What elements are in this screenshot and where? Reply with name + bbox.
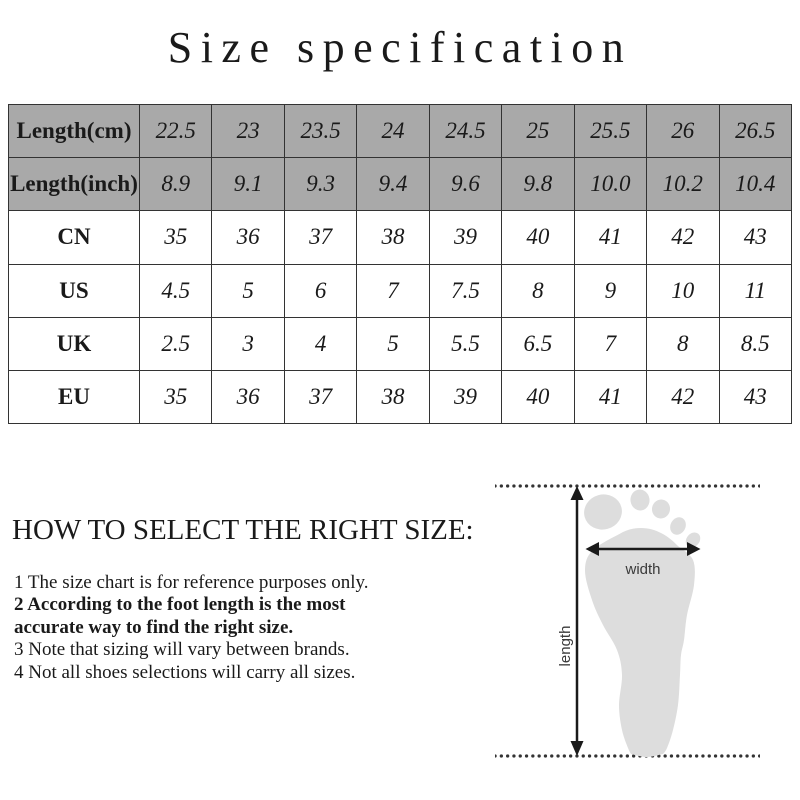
svg-text:length: length (557, 626, 574, 667)
svg-text:width: width (624, 561, 660, 578)
